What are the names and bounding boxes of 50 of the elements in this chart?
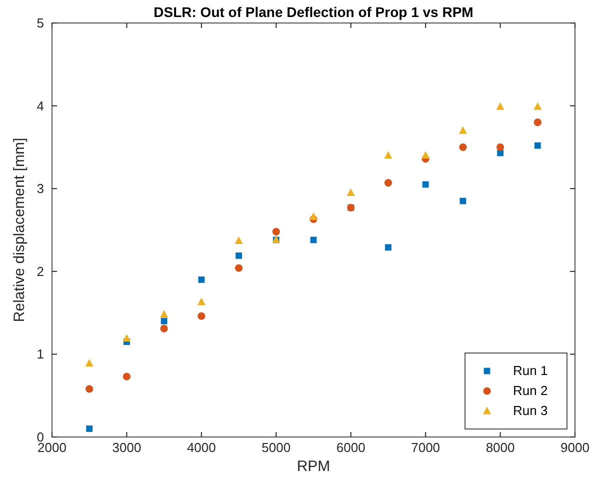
point [85,358,94,367]
point [422,151,430,159]
legend-label: Run 3 [513,403,548,418]
point [236,252,242,259]
point [122,334,131,342]
point [197,298,206,306]
legend-label: Run 1 [513,363,548,378]
point [496,102,504,110]
point [234,264,243,272]
legend-label: Run 2 [513,383,548,398]
point [534,118,542,126]
y-tick-label: 4 [36,98,44,114]
point [384,151,392,159]
point [310,236,317,244]
point [198,312,206,320]
point [86,426,93,432]
point [346,188,355,196]
point [198,276,205,283]
point [496,143,504,151]
y-tick-label: 1 [36,346,44,362]
point [160,310,168,318]
y-tick-label: 3 [36,181,44,196]
point [122,372,131,380]
y-tick-label: 2 [36,264,44,279]
x-tick-label: 6000 [336,440,366,455]
point [234,236,243,244]
point [460,198,466,204]
y-tick-label: 5 [36,16,44,30]
point [422,181,429,188]
x-tick-label: 4000 [186,440,216,455]
x-axis-title: RPM [296,458,330,475]
point [459,143,467,151]
point [534,102,542,110]
point [160,318,168,324]
x-tick-label: 8000 [486,440,515,455]
x-tick-label: 3000 [112,440,142,455]
point [534,142,541,149]
point [160,324,168,332]
x-tick-label: 7000 [411,440,440,455]
point [384,179,392,187]
y-axis-title: Relative displacement [mm] [11,138,28,322]
point [86,385,94,393]
point [272,228,280,236]
point [310,212,318,220]
point [458,126,467,134]
x-tick-label: 2000 [38,440,66,455]
x-tick-label: 5000 [262,440,291,455]
point [385,244,392,251]
chart-title: DSLR: Out of Plane Deflection of Prop 1 vs RPM [154,4,474,20]
x-tick-label: 9000 [560,440,590,455]
